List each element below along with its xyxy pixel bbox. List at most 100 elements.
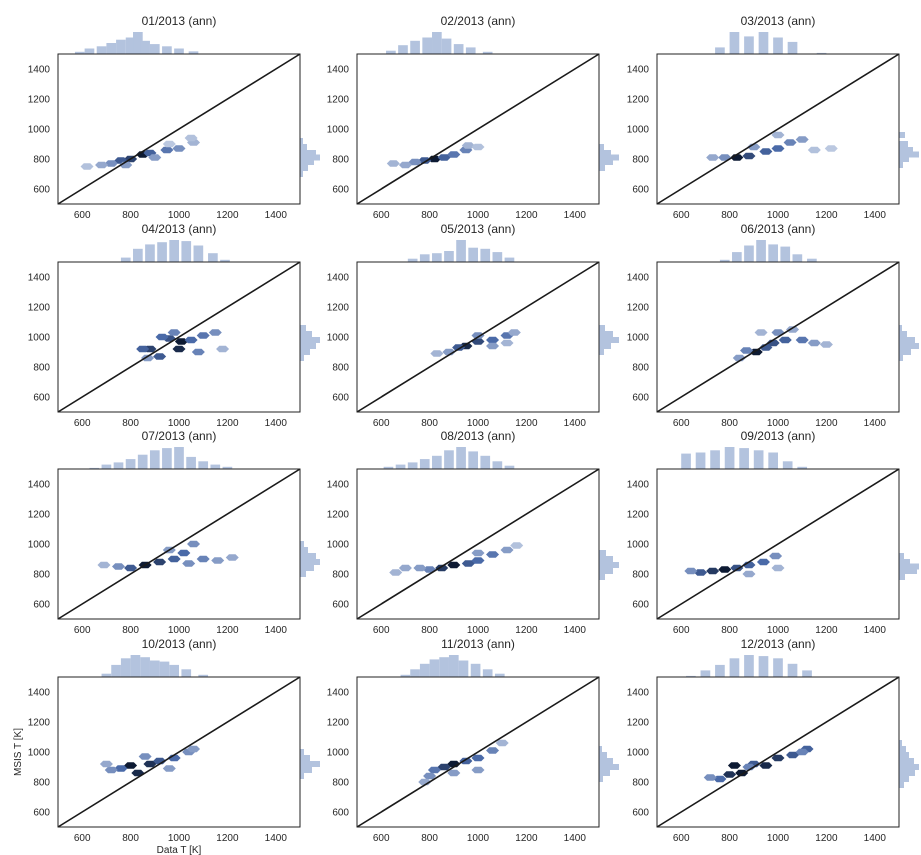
plot-frame: [356, 676, 600, 828]
right-marginal-histogram: [300, 541, 320, 577]
x-tick-label: 1400: [265, 210, 288, 221]
top-marginal-histogram: [74, 32, 199, 54]
x-tick-label: 1400: [864, 625, 887, 636]
histogram-bar: [599, 325, 605, 331]
histogram-bar: [599, 764, 619, 770]
right-marginal-histogram: [899, 132, 919, 168]
y-tick-label: 1400: [327, 273, 350, 284]
histogram-bar: [599, 331, 613, 337]
identity-line: [57, 468, 301, 620]
identity-line: [656, 468, 900, 620]
hexbin-cell: [112, 563, 125, 570]
histogram-bar: [137, 454, 148, 469]
histogram-bar: [407, 258, 418, 262]
x-tick-label: 1400: [564, 833, 587, 844]
histogram-bar: [208, 253, 218, 262]
histogram-bar: [899, 162, 903, 168]
y-tick-label: 1200: [28, 303, 51, 314]
histogram-bar: [802, 670, 812, 677]
y-tick-label: 1000: [627, 540, 650, 551]
histogram-bar: [222, 466, 233, 469]
histogram-bar: [300, 749, 304, 755]
hexbin-cell: [162, 140, 176, 148]
y-tick-label: 800: [632, 778, 649, 789]
hexbin-cell: [824, 145, 838, 152]
hexbin-cell: [795, 136, 809, 143]
panel-title: 11/2013 (ann): [441, 637, 515, 651]
hexbin-cells: [418, 739, 509, 786]
histogram-bar: [724, 447, 735, 469]
x-tick-label: 800: [122, 833, 139, 844]
hexbin-cell: [706, 567, 720, 575]
y-tick-label: 800: [632, 570, 649, 581]
histogram-bar: [96, 46, 107, 54]
hexbin-cell: [172, 345, 186, 353]
histogram-bar: [599, 562, 619, 568]
histogram-bar: [444, 251, 454, 262]
y-tick-label: 1200: [627, 510, 650, 521]
y-tick-label: 1000: [327, 333, 350, 344]
y-tick-label: 800: [332, 778, 349, 789]
hexbin-cell: [795, 748, 809, 756]
y-tick-label: 1000: [627, 748, 650, 759]
y-tick-label: 1200: [327, 303, 350, 314]
y-tick-label: 1000: [327, 540, 350, 551]
hexbin-cell: [398, 161, 412, 169]
histogram-bar: [300, 773, 304, 779]
histogram-bar: [181, 669, 192, 677]
hexbin-cell: [187, 540, 201, 548]
histogram-bar: [899, 349, 911, 355]
x-tick-label: 1200: [216, 625, 239, 636]
panel-title: 03/2013 (ann): [741, 14, 816, 28]
histogram-bar: [899, 132, 905, 138]
panel-title: 10/2013 (ann): [142, 637, 217, 651]
identity-line: [57, 261, 301, 413]
histogram-bar: [198, 461, 209, 469]
y-tick-label: 800: [332, 155, 349, 166]
histogram-bar: [768, 452, 778, 469]
histogram-bar: [101, 673, 112, 677]
hexbin-cell: [155, 333, 169, 341]
x-tick-label: 1400: [265, 833, 288, 844]
histogram-bar: [599, 550, 606, 556]
histogram-bar: [300, 337, 320, 343]
hexbin-cell: [723, 771, 737, 778]
x-tick-label: 1400: [864, 418, 887, 429]
plot-frame: [57, 53, 301, 205]
hexbin-cell: [413, 564, 427, 572]
panel-title: 01/2013 (ann): [142, 14, 217, 28]
histogram-bar: [453, 44, 464, 54]
hexbin-cell: [819, 341, 833, 348]
histogram-bar: [744, 245, 754, 262]
histogram-bar: [300, 355, 304, 361]
panel-title: 02/2013 (ann): [441, 14, 516, 28]
top-marginal-histogram: [386, 32, 493, 54]
histogram-bar: [599, 159, 613, 165]
y-tick-label: 600: [632, 393, 649, 404]
histogram-bar: [422, 37, 433, 54]
right-marginal-histogram: [599, 746, 619, 782]
histogram-bar: [480, 455, 491, 469]
hexbin-cell: [423, 772, 437, 780]
histogram-bar: [899, 337, 915, 343]
identity-line: [57, 676, 301, 828]
histogram-bar: [470, 663, 481, 677]
x-tick-label: 800: [122, 625, 139, 636]
histogram-bar: [432, 253, 442, 262]
identity-line: [57, 53, 301, 205]
hexbin-cell: [124, 564, 138, 572]
histogram-bar: [599, 568, 613, 574]
y-tick-label: 1000: [28, 333, 51, 344]
histogram-bar: [300, 154, 320, 161]
hexbin-cell: [437, 763, 451, 771]
histogram-bar: [599, 154, 619, 161]
y-tick-label: 600: [33, 185, 50, 196]
histogram-bar: [429, 659, 440, 677]
histogram-bar: [162, 46, 172, 54]
y-tick-label: 1000: [627, 125, 650, 136]
histogram-bar: [482, 669, 493, 677]
histogram-bar: [456, 447, 466, 469]
histogram-bar: [439, 657, 449, 677]
hexbin-cell: [786, 326, 800, 333]
